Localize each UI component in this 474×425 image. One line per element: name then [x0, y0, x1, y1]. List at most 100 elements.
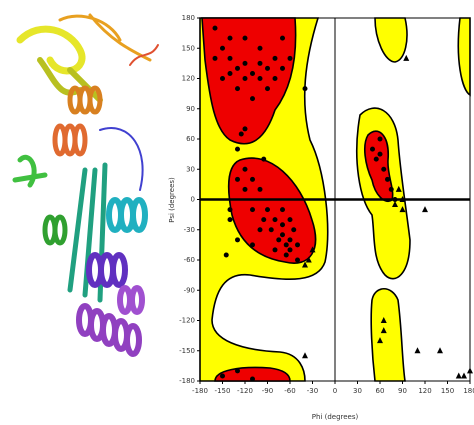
triangle-point — [380, 327, 387, 334]
point — [257, 186, 263, 192]
point — [220, 45, 225, 51]
point — [261, 156, 267, 162]
x-tick-label: 30 — [353, 387, 362, 395]
x-tick-label: 60 — [376, 387, 385, 395]
point — [295, 257, 300, 263]
point — [392, 197, 398, 202]
strand — [16, 25, 86, 75]
point — [265, 86, 270, 92]
point — [265, 207, 270, 213]
point — [235, 86, 240, 92]
triangle-point — [399, 206, 406, 213]
point — [377, 151, 383, 157]
point — [250, 70, 255, 76]
point — [242, 126, 248, 132]
point — [381, 166, 387, 172]
point — [235, 176, 240, 182]
y-tick-label: -180 — [179, 377, 195, 385]
triangle-point — [395, 185, 402, 192]
helix — [106, 197, 148, 233]
triangle-point — [377, 337, 383, 344]
triangle-point — [399, 196, 406, 202]
point — [295, 242, 300, 248]
point — [227, 55, 233, 61]
point — [385, 176, 390, 182]
y-tick-label: -30 — [184, 226, 195, 234]
point — [250, 242, 255, 248]
helix — [117, 285, 145, 315]
point — [272, 217, 278, 223]
point — [287, 247, 293, 253]
point — [227, 35, 233, 41]
triangle-point — [437, 347, 443, 354]
x-axis-title: Phi (degrees) — [312, 413, 359, 421]
point — [212, 25, 218, 31]
x-tick-label: -120 — [237, 387, 253, 395]
point — [280, 232, 285, 238]
triangle-point — [305, 256, 312, 263]
triangle-point — [422, 206, 428, 213]
point — [257, 76, 263, 81]
point — [261, 217, 267, 223]
point — [257, 60, 263, 66]
x-tick-label: -150 — [215, 387, 231, 395]
point — [212, 55, 218, 61]
x-tick-label: -180 — [192, 387, 208, 395]
point — [272, 247, 278, 253]
triangle-point — [302, 261, 308, 268]
point — [373, 156, 379, 162]
point — [276, 237, 282, 243]
point — [283, 242, 289, 248]
helix — [42, 214, 68, 246]
core-region — [201, 17, 297, 145]
point — [227, 217, 233, 223]
point — [250, 207, 255, 213]
triangle-point — [461, 372, 467, 379]
x-tick-label: -30 — [307, 387, 318, 395]
y-tick-label: -120 — [179, 317, 195, 325]
point — [242, 166, 248, 172]
x-tick-label: -90 — [262, 387, 273, 395]
allowed-region — [457, 17, 471, 97]
point — [280, 35, 285, 41]
y-tick-label: 90 — [186, 105, 195, 113]
triangle-point — [392, 201, 398, 208]
triangle-point — [455, 372, 462, 379]
point — [238, 131, 244, 137]
x-tick-label: 180 — [463, 387, 474, 395]
coil — [58, 13, 152, 62]
protein-structure — [12, 13, 159, 357]
point — [242, 76, 248, 81]
point — [257, 45, 263, 51]
point — [250, 376, 255, 382]
helix — [52, 123, 88, 157]
triangle-point — [302, 352, 308, 359]
helix — [86, 252, 128, 288]
point — [227, 207, 233, 213]
point — [227, 70, 233, 76]
point — [235, 368, 240, 374]
y-axis-title: Psi (degrees) — [168, 177, 176, 223]
point — [280, 65, 285, 71]
helix — [67, 85, 103, 115]
point — [280, 222, 285, 228]
coil — [99, 127, 144, 191]
point — [265, 65, 270, 71]
x-tick-label: 0 — [333, 387, 337, 395]
helix — [76, 303, 142, 357]
strand — [37, 57, 103, 103]
point — [302, 86, 308, 92]
point — [235, 146, 240, 152]
triangle-point — [414, 347, 421, 354]
point — [388, 186, 394, 192]
point — [272, 76, 278, 81]
y-tick-label: 120 — [182, 75, 195, 83]
point — [291, 227, 297, 233]
point — [220, 76, 225, 81]
point — [250, 96, 255, 102]
x-tick-label: -60 — [284, 387, 295, 395]
triangle-point — [467, 367, 473, 374]
y-tick-label: 0 — [191, 196, 195, 204]
